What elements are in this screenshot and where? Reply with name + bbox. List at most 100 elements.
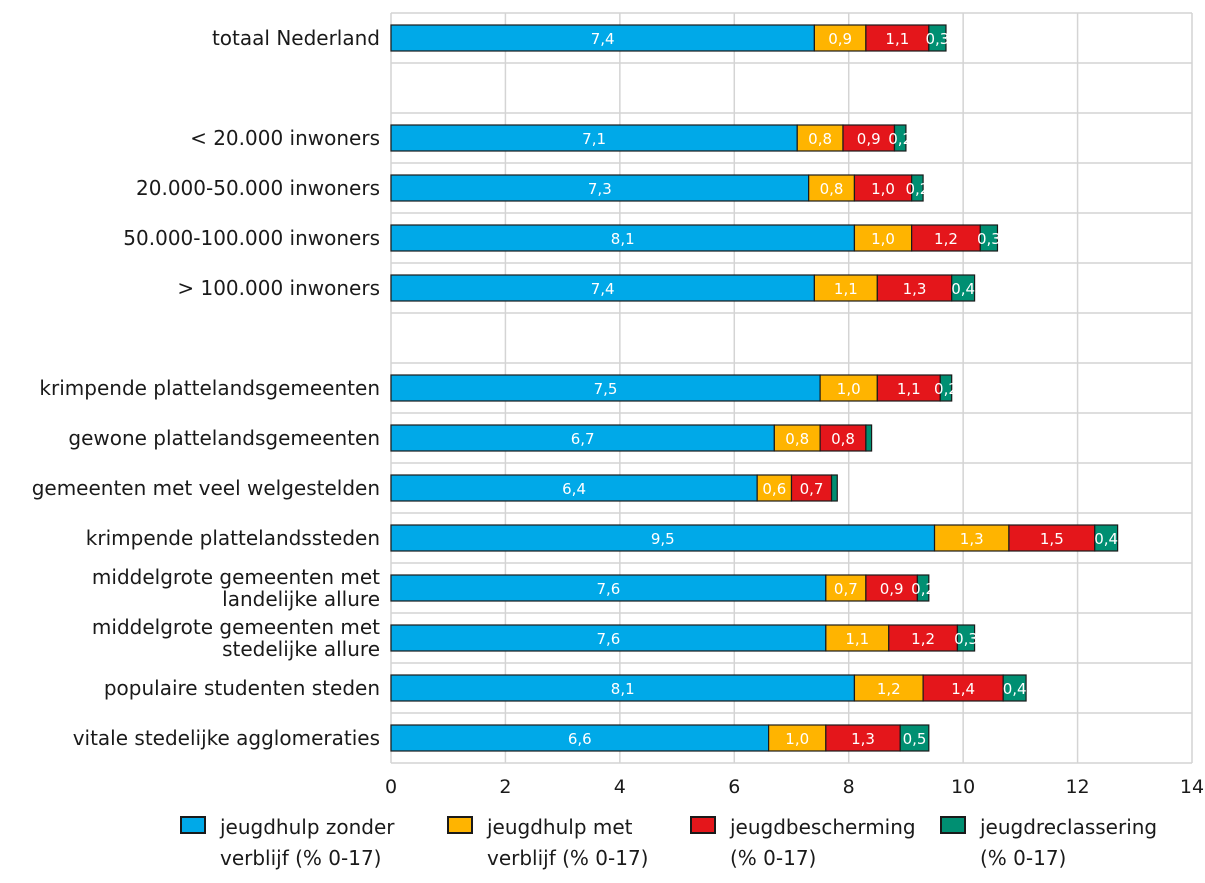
data-label: 1,1 <box>897 380 921 398</box>
data-label: 0,9 <box>857 130 881 148</box>
data-label: 0,3 <box>954 630 978 648</box>
data-label: 8,1 <box>611 680 635 698</box>
category-labels: totaal Nederland < 20.000 inwoners 20.000-… <box>32 26 380 750</box>
bar-segment <box>773 424 821 452</box>
x-tick-label: 6 <box>728 776 740 798</box>
data-label: 0,3 <box>925 30 949 48</box>
bar-segment <box>813 24 867 52</box>
data-label: 7,4 <box>591 30 615 48</box>
data-label: 0,2 <box>888 130 912 148</box>
category-label: gewone plattelandsgemeenten <box>68 426 380 450</box>
data-label: 7,4 <box>591 280 615 298</box>
legend-swatch <box>690 816 716 834</box>
bar-segment <box>911 224 981 252</box>
data-label: 1,1 <box>845 630 869 648</box>
legend-item-jeugdbescherming: jeugdbescherming (% 0-17) <box>690 812 916 874</box>
bar-segment <box>390 624 827 652</box>
data-label: 1,3 <box>851 730 875 748</box>
category-label: krimpende plattelandssteden <box>86 526 380 550</box>
bar-segment <box>390 674 856 702</box>
bar-segment <box>390 24 815 52</box>
legend: jeugdhulp zonder verblijf (% 0-17) jeugd… <box>0 800 1205 883</box>
x-tick-label: 4 <box>614 776 626 798</box>
legend-label: jeugdhulp met verblijf (% 0-17) <box>487 815 649 870</box>
legend-item-jeugdhulp-met-verblijf: jeugdhulp met verblijf (% 0-17) <box>447 812 648 874</box>
bar-segment <box>939 374 953 402</box>
data-label: 0,8 <box>808 130 832 148</box>
x-tick-label: 2 <box>499 776 511 798</box>
bar-segment <box>790 474 833 502</box>
data-label: 1,0 <box>837 380 861 398</box>
bar-segment <box>1008 524 1096 552</box>
data-label: 0,9 <box>880 580 904 598</box>
data-label: 0,2 <box>934 380 958 398</box>
x-tick-label: 10 <box>951 776 975 798</box>
data-label: 1,0 <box>785 730 809 748</box>
data-label: 6,4 <box>562 480 586 498</box>
bar-segment <box>825 574 867 602</box>
data-label: 7,6 <box>596 580 620 598</box>
bar-segment <box>933 524 1010 552</box>
bar-segment <box>756 474 793 502</box>
data-label: 0,5 <box>903 730 927 748</box>
data-label: 7,6 <box>596 630 620 648</box>
data-label: 1,3 <box>903 280 927 298</box>
data-label: 0,7 <box>834 580 858 598</box>
bar-segment <box>768 724 827 752</box>
bar-segment <box>853 174 913 202</box>
legend-item-jeugdreclassering: jeugdreclassering (% 0-17) <box>940 812 1157 874</box>
data-label: 1,2 <box>911 630 935 648</box>
data-label: 7,3 <box>588 180 612 198</box>
data-label: 1,0 <box>871 230 895 248</box>
bar-segment <box>390 724 770 752</box>
data-label: 0,7 <box>800 480 824 498</box>
bar-segment <box>390 524 936 552</box>
data-label: 1,1 <box>834 280 858 298</box>
bar-segment <box>922 674 1004 702</box>
data-label: 1,2 <box>934 230 958 248</box>
data-label: 0,8 <box>831 430 855 448</box>
category-label: 50.000-100.000 inwoners <box>123 226 380 250</box>
bar-segment <box>865 574 918 602</box>
legend-label: jeugdbescherming (% 0-17) <box>730 815 916 870</box>
data-label: 0,9 <box>828 30 852 48</box>
data-label: 0,8 <box>785 430 809 448</box>
data-label: 1,2 <box>877 680 901 698</box>
data-label: 1,5 <box>1040 530 1064 548</box>
x-tick-label: 12 <box>1065 776 1089 798</box>
data-label: 1,3 <box>960 530 984 548</box>
bar-segment <box>853 674 924 702</box>
bar-segment <box>865 424 873 452</box>
bars: 7,4 0,9 1,1 0,3 7,1 0,8 0,9 0,2 7,3 0,8 1,0 0,2 8,1 1… <box>390 24 1119 752</box>
legend-swatch <box>447 816 473 834</box>
bar-segment <box>830 474 838 502</box>
data-label: 0,8 <box>820 180 844 198</box>
stacked-bar-chart: totaal Nederland < 20.000 inwoners 20.000-… <box>32 12 1204 798</box>
data-label: 9,5 <box>651 530 675 548</box>
bar-segment <box>390 374 821 402</box>
bar-segment <box>390 124 798 152</box>
bar-segment <box>893 124 907 152</box>
data-label: 0,2 <box>905 180 929 198</box>
data-label: 0,4 <box>1003 680 1027 698</box>
legend-swatch <box>940 816 966 834</box>
data-label: 7,5 <box>594 380 618 398</box>
bar-segment <box>808 174 856 202</box>
data-label: 8,1 <box>611 230 635 248</box>
bar-segment <box>819 374 878 402</box>
bar-segment <box>825 624 890 652</box>
bar-segment <box>819 424 867 452</box>
x-tick-label: 8 <box>843 776 855 798</box>
bar-segment <box>888 624 959 652</box>
bar-segment <box>916 574 930 602</box>
category-label: krimpende plattelandsgemeenten <box>39 376 380 400</box>
bar-segment <box>796 124 844 152</box>
data-label: 0,3 <box>977 230 1001 248</box>
category-label: gemeenten met veel welgestelden <box>32 476 380 500</box>
data-label: 6,6 <box>568 730 592 748</box>
gridlines <box>390 12 1193 764</box>
category-label: middelgrote gemeenten met landelijke allu… <box>92 565 380 611</box>
category-label: 20.000-50.000 inwoners <box>136 176 380 200</box>
category-label: totaal Nederland <box>212 26 380 50</box>
data-label: 7,1 <box>582 130 606 148</box>
